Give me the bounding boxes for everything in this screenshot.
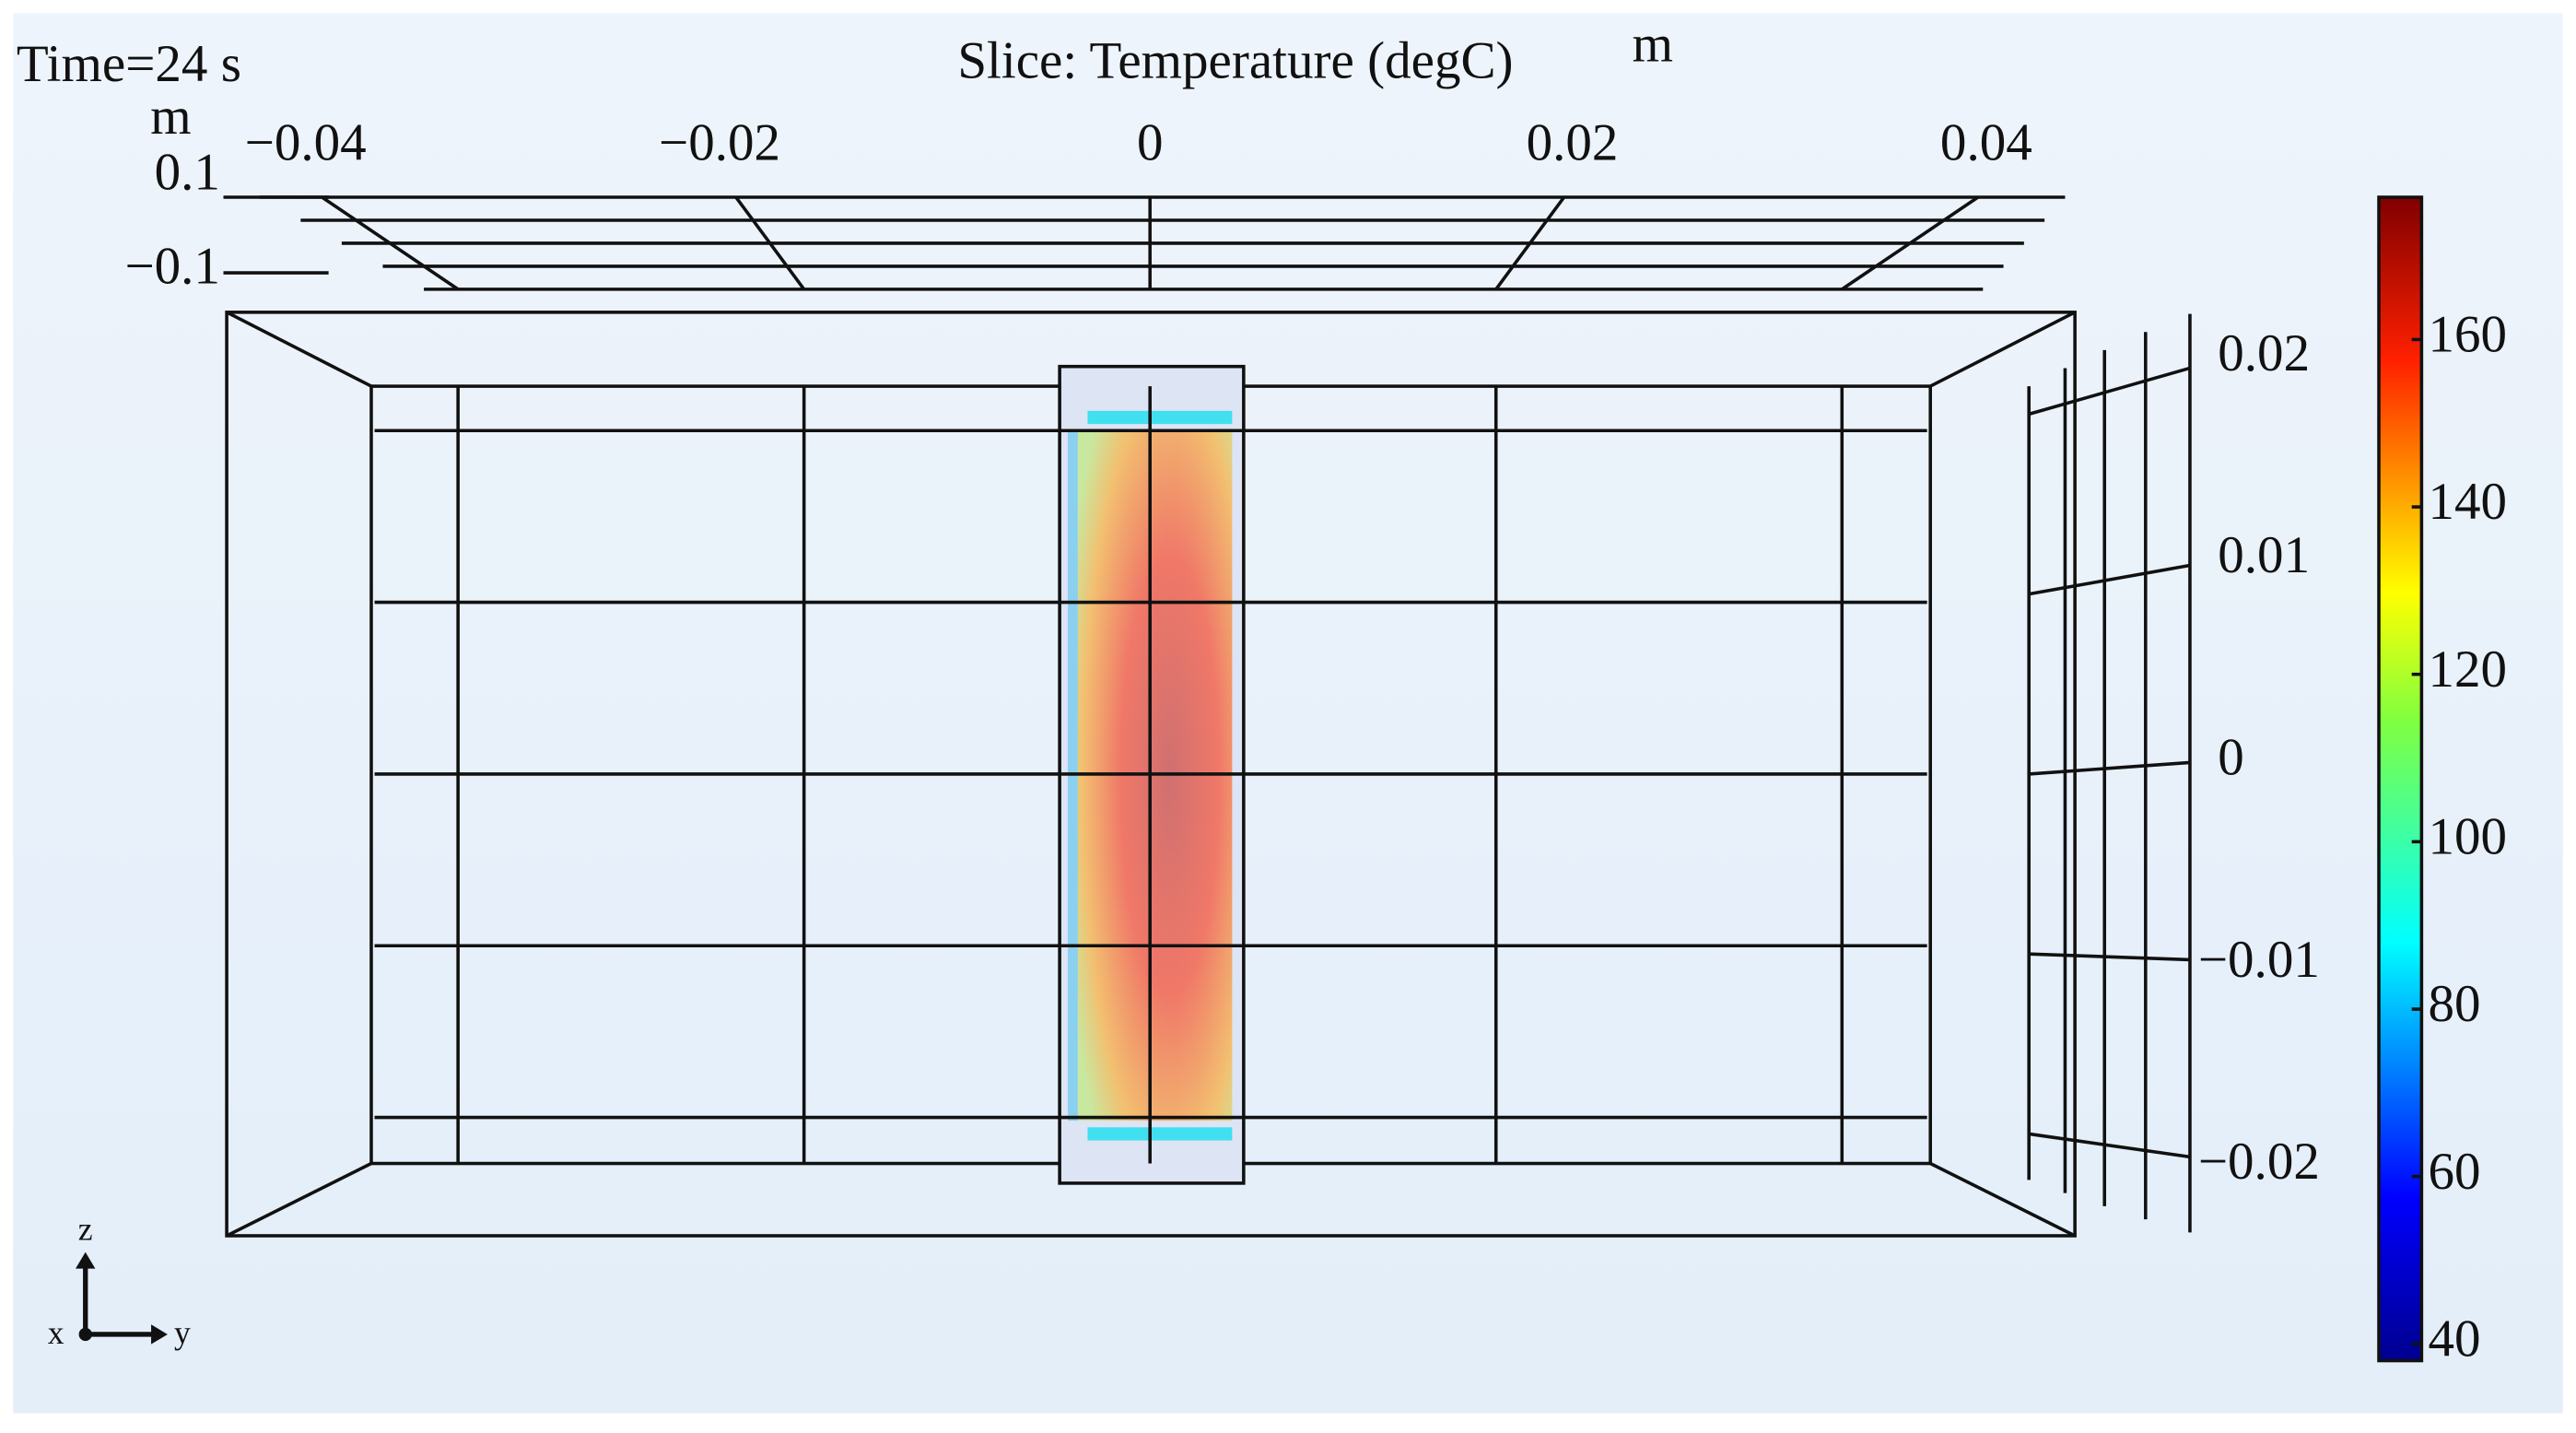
colorbar — [2377, 195, 2424, 1363]
y-tick-label: −0.04 — [245, 114, 367, 172]
triad-label: y — [174, 1314, 191, 1351]
triad-label: z — [78, 1211, 93, 1248]
outer-frame — [225, 311, 2077, 1238]
triad-label: x — [48, 1314, 64, 1351]
tick-line — [2029, 952, 2191, 962]
time-label: Time=24 s — [17, 35, 241, 93]
y-tick-label: 0.04 — [1940, 114, 2032, 172]
y-tick-label: 0.02 — [1527, 114, 1619, 172]
colorbar-tick-label: 160 — [2429, 306, 2508, 364]
x-tick-label: −0.1 — [124, 237, 219, 295]
colorbar-tick-label: 120 — [2429, 640, 2508, 699]
tick-line — [1841, 195, 1979, 291]
z-tick-label: 0.02 — [2218, 324, 2310, 382]
tick-line — [2028, 366, 2191, 417]
x-tick-label: 0.1 — [155, 144, 220, 202]
background — [13, 13, 2563, 1414]
colorbar-tick-label: 40 — [2429, 1310, 2481, 1368]
colorbar-tick-label: 100 — [2429, 807, 2508, 865]
tick-line — [1494, 195, 1566, 290]
y-tick-label: 0 — [1137, 114, 1164, 172]
frame-edges — [226, 311, 2076, 1238]
tick-line — [2028, 563, 2191, 596]
triad-arrows — [76, 1251, 168, 1345]
x-axis-unit: m — [150, 88, 191, 146]
tick-line — [2029, 760, 2191, 776]
slice-edge — [1087, 1127, 1233, 1141]
triad-axes — [83, 1262, 158, 1337]
triad-origin — [78, 1327, 92, 1342]
y-tick-label: −0.02 — [659, 114, 780, 172]
z-tick-label: −0.01 — [2198, 931, 2320, 989]
slice-edge — [1087, 410, 1233, 425]
colorbar-tick-label: 60 — [2429, 1143, 2481, 1201]
tick-line — [734, 195, 806, 290]
tick-line — [321, 195, 460, 291]
chart-title: Slice: Temperature (degC) — [957, 31, 1513, 89]
colorbar-tick-label: 140 — [2429, 473, 2508, 531]
y-axis-unit: m — [1633, 16, 1673, 74]
z-tick-label: 0 — [2218, 729, 2244, 787]
colorbar-tick-label: 80 — [2429, 975, 2481, 1033]
tick-line — [2028, 1132, 2191, 1159]
z-tick-label: −0.02 — [2198, 1133, 2320, 1191]
z-tick-label: 0.01 — [2218, 526, 2310, 584]
